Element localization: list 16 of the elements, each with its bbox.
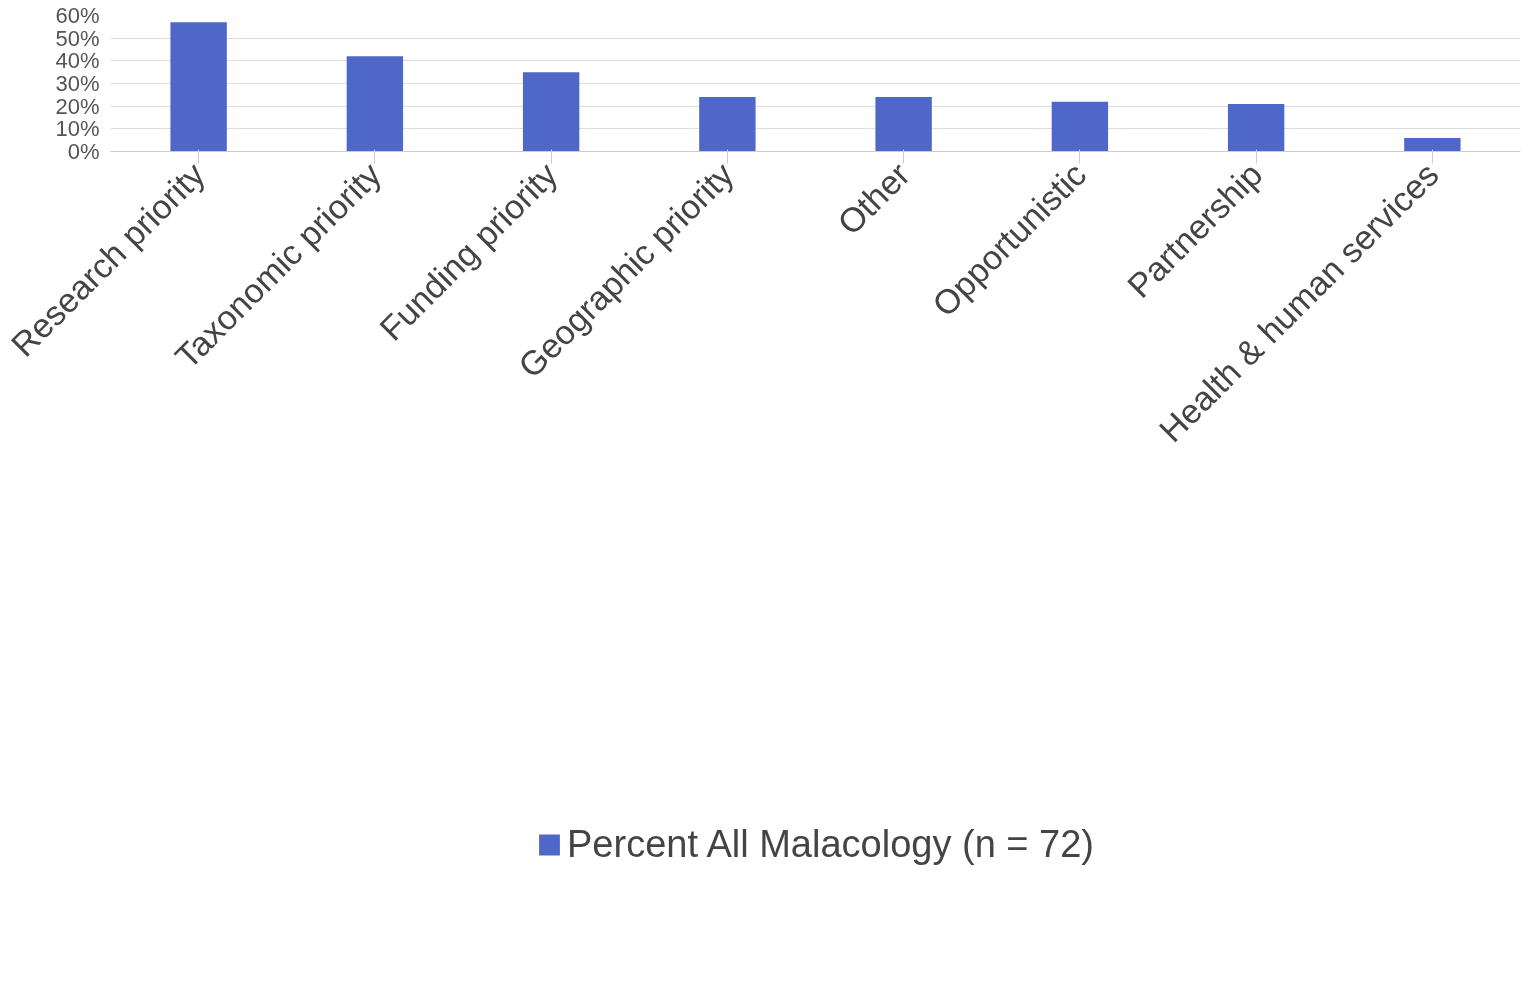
y-tick-label: 30% — [55, 71, 100, 96]
y-tick-label: 20% — [55, 93, 100, 119]
legend-label: Percent All Malacology (n = 72) — [567, 822, 1094, 866]
bar — [875, 97, 932, 152]
y-tick-label: 40% — [55, 48, 100, 74]
y-tick-label: 50% — [55, 25, 100, 51]
y-tick-label: 0% — [67, 139, 100, 164]
bar — [699, 97, 756, 152]
bar — [522, 72, 580, 152]
bar — [1404, 137, 1461, 152]
bar — [170, 22, 227, 152]
bar — [1051, 101, 1109, 152]
y-tick-label: 10% — [55, 116, 100, 142]
y-tick-label: 60% — [55, 3, 100, 28]
bar — [346, 56, 404, 152]
bar — [1227, 103, 1285, 152]
